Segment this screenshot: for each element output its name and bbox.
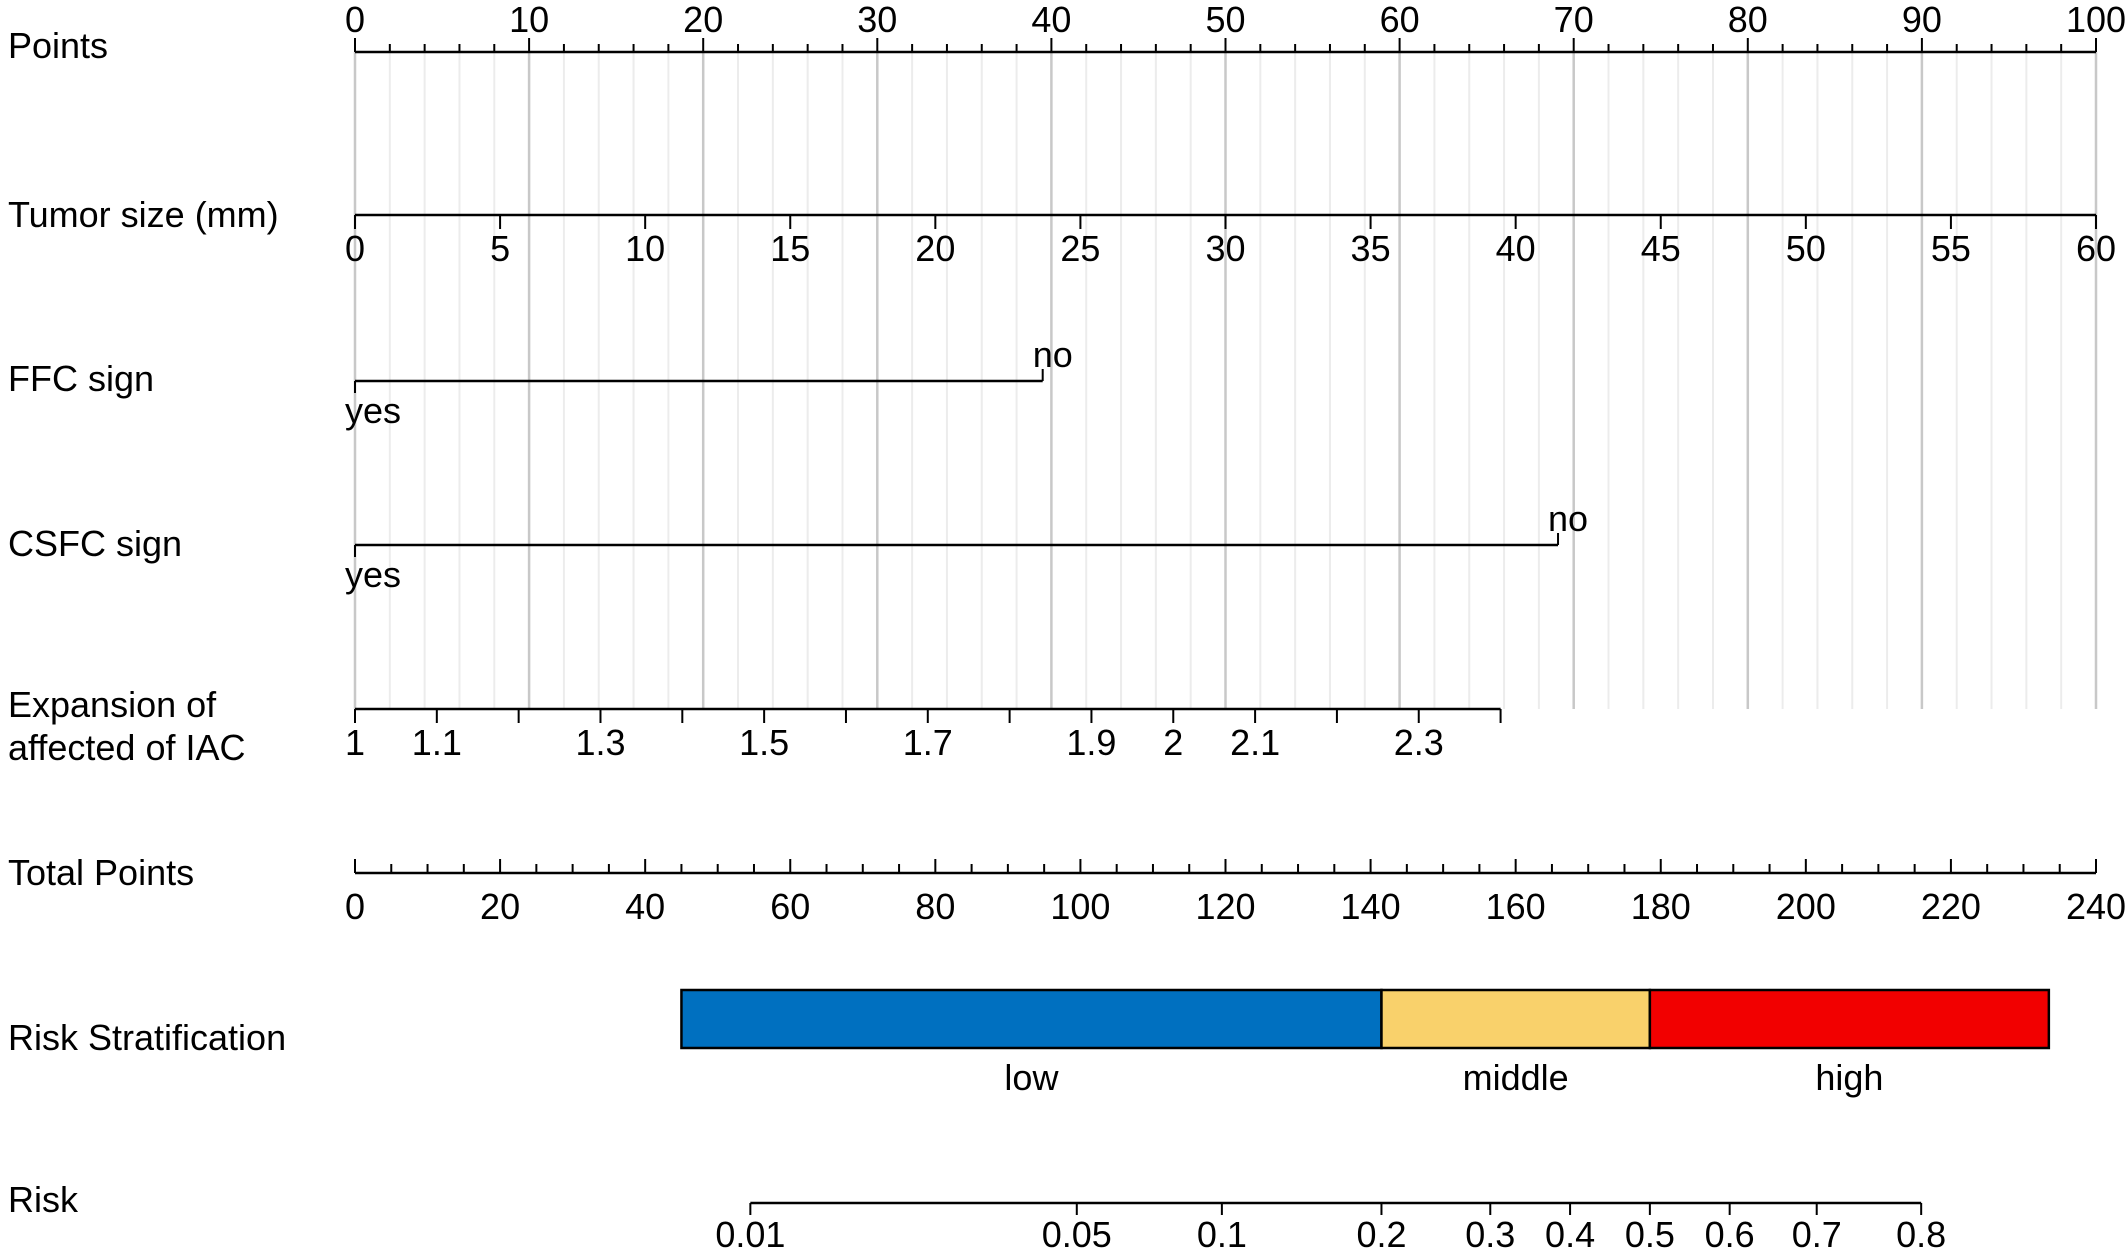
points-tick-label: 70 [1554, 0, 1594, 40]
points-tick-label: 0 [345, 0, 365, 40]
ffc-sign-label: FFC sign [8, 358, 154, 399]
iac-expansion-tick-label: 1 [345, 722, 365, 763]
csfc-sign-level-label-yes: yes [345, 554, 401, 595]
iac-expansion-tick-label: 1.3 [575, 722, 625, 763]
points-tick-label: 100 [2066, 0, 2126, 40]
total-points-tick-label: 200 [1776, 886, 1836, 927]
risk-tick-label: 0.01 [715, 1214, 785, 1249]
tumor-size-tick-label: 50 [1786, 228, 1826, 269]
risk-band-low [680, 988, 1383, 1050]
iac-expansion-tick-label: 1.9 [1066, 722, 1116, 763]
risk-tick-label: 0.8 [1896, 1214, 1946, 1249]
iac-expansion-tick-label: 2 [1163, 722, 1183, 763]
points-tick-label: 50 [1205, 0, 1245, 40]
risk-tick-label: 0.3 [1465, 1214, 1515, 1249]
iac-expansion-label-line-2: affected of IAC [8, 727, 245, 768]
tumor-size-label: Tumor size (mm) [8, 194, 279, 235]
tumor-size-tick-label: 55 [1931, 228, 1971, 269]
iac-expansion-label-line-1: Expansion of [8, 684, 217, 725]
tumor-size-tick-label: 0 [345, 228, 365, 269]
ffc-sign-level-label-no: no [1033, 334, 1073, 375]
total-points-label: Total Points [8, 852, 194, 893]
tumor-size-tick-label: 45 [1641, 228, 1681, 269]
tumor-size-tick-label: 40 [1496, 228, 1536, 269]
risk-band-label-low: low [1004, 1057, 1059, 1098]
risk-band-label-high: high [1815, 1057, 1883, 1098]
risk-band-label-middle: middle [1463, 1057, 1569, 1098]
risk-tick-label: 0.4 [1545, 1214, 1595, 1249]
points-tick-label: 30 [857, 0, 897, 40]
total-points-tick-label: 160 [1486, 886, 1546, 927]
csfc-sign-level-label-no: no [1548, 498, 1588, 539]
total-points-tick-label: 240 [2066, 886, 2126, 927]
total-points-tick-label: 0 [345, 886, 365, 927]
risk-stratification-label: Risk Stratification [8, 1017, 286, 1058]
total-points-tick-label: 220 [1921, 886, 1981, 927]
risk-label: Risk [8, 1179, 79, 1220]
risk-tick-label: 0.7 [1792, 1214, 1842, 1249]
tumor-size-tick-label: 25 [1060, 228, 1100, 269]
points-tick-label: 60 [1380, 0, 1420, 40]
total-points-tick-label: 120 [1195, 886, 1255, 927]
csfc-sign-label: CSFC sign [8, 523, 182, 564]
total-points-tick-label: 20 [480, 886, 520, 927]
risk-band-high [1648, 988, 2051, 1050]
risk-tick-label: 0.5 [1625, 1214, 1675, 1249]
risk-tick-label: 0.05 [1042, 1214, 1112, 1249]
total-points-tick-label: 60 [770, 886, 810, 927]
points-tick-label: 10 [509, 0, 549, 40]
iac-expansion-tick-label: 1.5 [739, 722, 789, 763]
iac-expansion-tick-label: 2.1 [1230, 722, 1280, 763]
iac-expansion-tick-label: 1.1 [412, 722, 462, 763]
points-tick-label: 80 [1728, 0, 1768, 40]
total-points-tick-label: 40 [625, 886, 665, 927]
total-points-tick-label: 80 [915, 886, 955, 927]
ffc-sign-level-label-yes: yes [345, 390, 401, 431]
total-points-tick-label: 180 [1631, 886, 1691, 927]
points-tick-label: 90 [1902, 0, 1942, 40]
tumor-size-tick-label: 5 [490, 228, 510, 269]
risk-band-middle [1380, 988, 1652, 1050]
tumor-size-tick-label: 35 [1351, 228, 1391, 269]
total-points-tick-label: 140 [1341, 886, 1401, 927]
iac-expansion-tick-label: 1.7 [903, 722, 953, 763]
risk-tick-label: 0.1 [1197, 1214, 1247, 1249]
tumor-size-tick-label: 10 [625, 228, 665, 269]
risk-tick-label: 0.2 [1356, 1214, 1406, 1249]
tumor-size-tick-label: 30 [1205, 228, 1245, 269]
points-tick-label: 40 [1031, 0, 1071, 40]
points-label: Points [8, 25, 108, 66]
points-tick-label: 20 [683, 0, 723, 40]
tumor-size-tick-label: 60 [2076, 228, 2116, 269]
tumor-size-tick-label: 15 [770, 228, 810, 269]
risk-tick-label: 0.6 [1705, 1214, 1755, 1249]
total-points-tick-label: 100 [1050, 886, 1110, 927]
iac-expansion-tick-label: 2.3 [1394, 722, 1444, 763]
tumor-size-tick-label: 20 [915, 228, 955, 269]
